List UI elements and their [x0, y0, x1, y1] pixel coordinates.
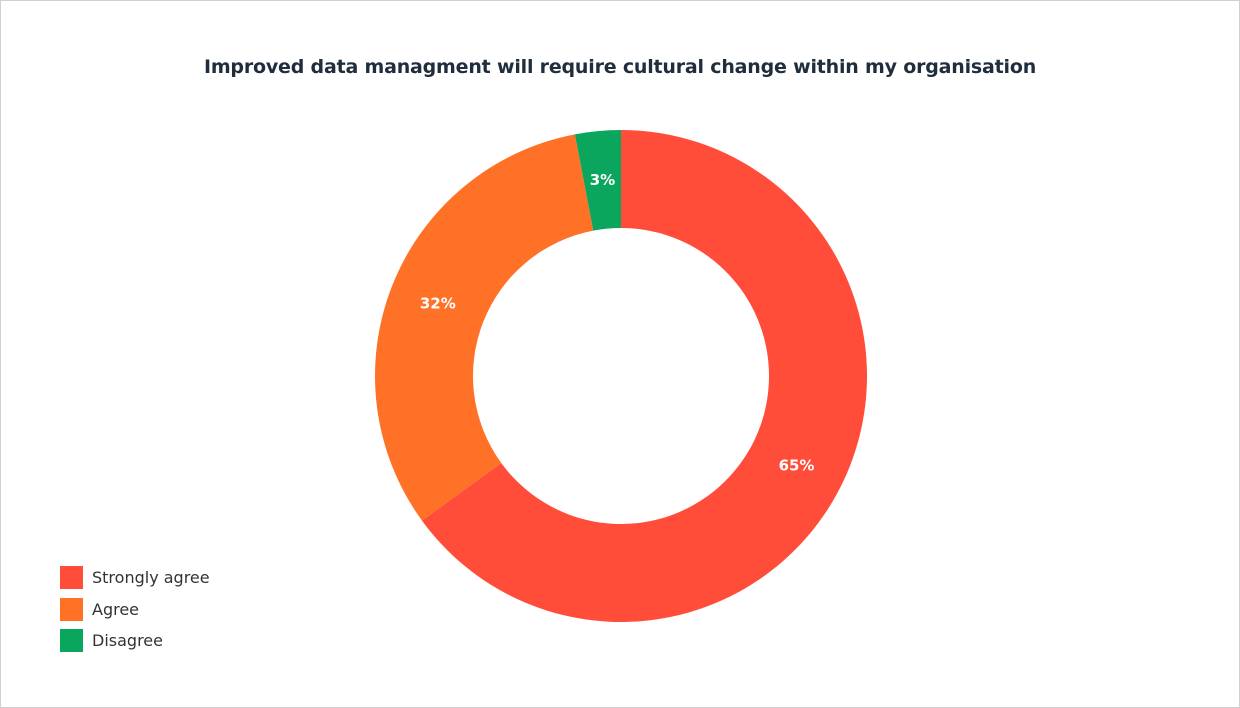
legend-label-agree: Agree	[92, 599, 140, 619]
legend-label-disagree: Disagree	[92, 631, 163, 651]
slice-agree[interactable]	[375, 134, 594, 521]
slice-disagree[interactable]	[574, 130, 621, 231]
slice-label-agree: 32%	[420, 294, 456, 312]
legend-label-strongly-agree: Strongly agree	[92, 568, 210, 588]
slice-label-disagree: 3%	[590, 171, 615, 189]
legend-swatch-strongly-agree	[60, 566, 83, 590]
legend-swatch-disagree	[60, 629, 83, 653]
legend: Strongly agree Agree Disagree	[60, 562, 210, 657]
slice-label-strongly-agree: 65%	[779, 456, 815, 474]
chart-title: Improved data managment will require cul…	[203, 56, 1037, 78]
slice-strongly-agree[interactable]	[421, 130, 867, 622]
legend-item-strongly-agree[interactable]: Strongly agree	[60, 562, 210, 594]
legend-item-agree[interactable]: Agree	[60, 594, 210, 626]
legend-item-disagree[interactable]: Disagree	[60, 625, 210, 657]
legend-swatch-agree	[60, 597, 83, 621]
